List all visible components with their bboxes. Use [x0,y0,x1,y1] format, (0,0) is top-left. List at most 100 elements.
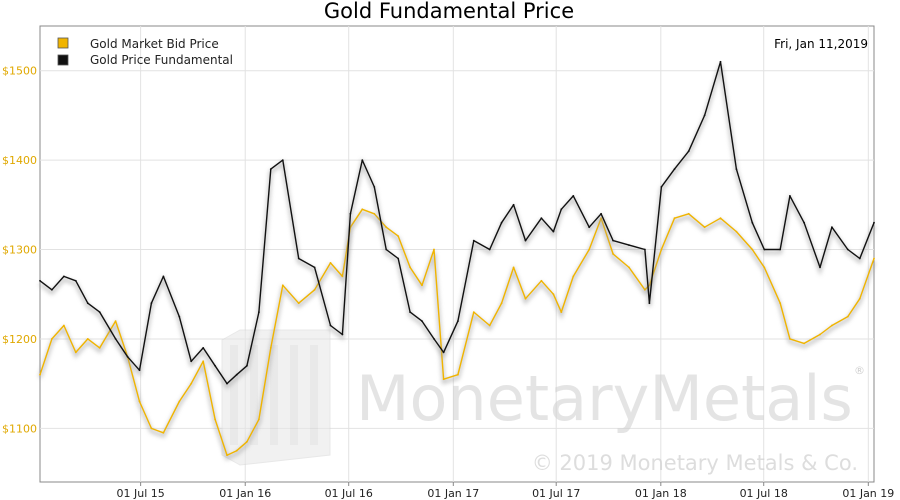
legend: Gold Market Bid Price Gold Price Fundame… [57,37,233,67]
data-point-gold-price-fundamental [162,275,165,278]
data-point-gold-market-bid-price [39,373,41,376]
data-point-gold-market-bid-price [114,320,117,322]
data-point-gold-market-bid-price [673,217,676,220]
x-tick-label: 01 Jul 18 [740,487,788,500]
data-point-gold-market-bid-price [63,324,65,327]
data-point-gold-market-bid-price [488,324,491,327]
data-point-gold-market-bid-price [442,378,445,381]
data-point-gold-price-fundamental [433,338,435,340]
data-point-gold-market-bid-price [763,266,766,269]
watermark-logo-icon [221,329,331,466]
data-point-gold-market-bid-price [703,226,706,229]
data-point-gold-price-fundamental [588,226,591,229]
data-point-gold-market-bid-price [329,262,332,264]
data-point-gold-price-fundamental [648,302,651,305]
data-point-gold-market-bid-price [858,297,861,300]
data-point-gold-price-fundamental [703,114,706,117]
date-label: Fri, Jan 11,2019 [774,37,868,51]
data-point-gold-price-fundamental [789,195,791,197]
data-point-gold-market-bid-price [361,208,364,211]
legend-swatch-gold-price-fundamental [57,54,69,66]
data-point-gold-market-bid-price [433,248,435,251]
data-point-gold-market-bid-price [313,288,316,291]
data-point-gold-price-fundamental [297,257,300,260]
data-point-gold-market-bid-price [258,418,260,421]
data-point-gold-price-fundamental [202,347,205,349]
data-point-gold-price-fundamental [235,373,238,376]
data-point-gold-market-bid-price [281,284,284,287]
data-point-gold-market-bid-price [385,226,388,229]
data-point-gold-market-bid-price [138,400,141,403]
data-point-gold-price-fundamental [74,279,77,282]
data-point-gold-price-fundamental [39,279,41,282]
chart-title: Gold Fundamental Price [324,0,574,23]
data-point-gold-market-bid-price [803,342,805,345]
data-point-gold-market-bid-price [735,230,738,233]
data-point-gold-market-bid-price [751,248,754,251]
data-point-gold-market-bid-price [98,347,101,349]
data-point-gold-market-bid-price [628,266,630,269]
data-point-gold-price-fundamental [552,230,555,233]
data-point-gold-price-fundamental [660,186,663,188]
data-point-gold-market-bid-price [644,288,646,291]
y-tick-label: $1500 [2,65,37,78]
data-point-gold-price-fundamental [409,311,411,313]
data-point-gold-price-fundamental [540,217,543,220]
data-point-gold-market-bid-price [552,293,555,296]
data-point-gold-market-bid-price [819,333,821,336]
data-point-gold-price-fundamental [178,315,181,318]
data-point-gold-price-fundamental [373,186,376,188]
x-tick-label: 01 Jul 15 [116,487,164,500]
data-point-gold-price-fundamental [524,239,527,242]
data-point-gold-price-fundamental [214,364,217,367]
data-point-gold-market-bid-price [524,297,527,300]
legend-label-gold-market-bid-price: Gold Market Bid Price [90,37,219,51]
data-point-gold-price-fundamental [385,248,388,251]
legend-swatch-gold-market-bid-price [57,37,69,49]
y-tick-label: $1400 [2,154,37,167]
data-point-gold-price-fundamental [472,239,475,242]
data-point-gold-price-fundamental [190,360,193,363]
y-tick-label: $1300 [2,244,37,257]
data-point-gold-market-bid-price [846,315,849,318]
data-point-gold-price-fundamental [858,257,861,260]
legend-item-gold-market-bid-price: Gold Market Bid Price [57,37,219,51]
data-point-gold-price-fundamental [421,320,423,322]
data-point-gold-price-fundamental [457,320,459,322]
x-tick-label: 01 Jul 16 [325,487,373,500]
data-point-gold-market-bid-price [235,449,238,452]
data-point-gold-price-fundamental [500,221,503,224]
data-point-gold-market-bid-price [397,235,400,238]
data-point-gold-price-fundamental [51,288,53,291]
legend-item-gold-price-fundamental: Gold Price Fundamental [57,53,233,67]
data-point-gold-market-bid-price [457,373,459,376]
data-point-gold-market-bid-price [409,266,411,269]
data-point-gold-price-fundamental [751,221,754,224]
watermark-copyright: © 2019 Monetary Metals & Co. [532,451,858,475]
data-point-gold-market-bid-price [588,248,591,251]
y-tick-label: $1200 [2,333,37,346]
data-point-gold-market-bid-price [831,324,833,327]
data-point-gold-market-bid-price [74,351,77,354]
data-point-gold-market-bid-price [500,302,503,305]
data-point-gold-price-fundamental [86,302,89,305]
x-axis: 01 Jul 15 01 Jan 16 01 Jul 16 01 Jan 17 01 J… [116,482,894,500]
data-point-gold-market-bid-price [269,347,272,349]
data-point-gold-market-bid-price [190,382,193,385]
watermark-registered-mark: ® [854,364,865,377]
data-point-gold-price-fundamental [138,369,141,372]
data-point-gold-price-fundamental [612,239,614,242]
legend-label-gold-price-fundamental: Gold Price Fundamental [90,53,233,67]
data-point-gold-price-fundamental [63,275,65,278]
watermark-brand-text: MonetaryMetals [356,362,853,435]
data-point-gold-price-fundamental [572,195,575,197]
data-point-gold-price-fundamental [126,355,129,358]
data-point-gold-price-fundamental [246,364,248,367]
data-point-gold-price-fundamental [803,221,805,224]
data-point-gold-market-bid-price [540,279,543,282]
data-point-gold-market-bid-price [873,257,875,260]
data-point-gold-price-fundamental [779,248,782,251]
data-point-gold-price-fundamental [512,203,515,206]
data-point-gold-price-fundamental [488,248,491,251]
